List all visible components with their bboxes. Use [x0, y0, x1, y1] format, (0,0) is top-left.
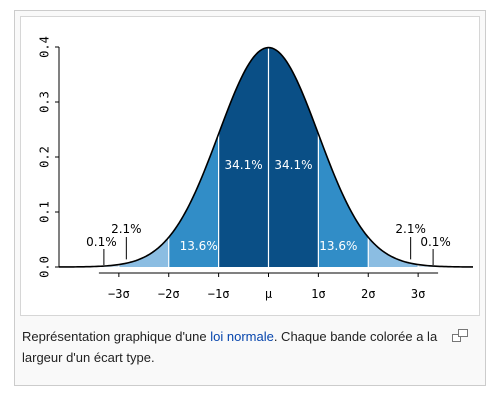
y-tick-label: 0.0 [38, 256, 52, 278]
band-area-5 [368, 237, 419, 267]
band-percent-label: 34.1% [224, 158, 262, 172]
enlarge-icon[interactable] [452, 329, 468, 343]
normal-distribution-figure[interactable]: 0.0 0.1 0.2 0.3 0.4 −3σ −2σ −1σ μ 1σ 2σ 3σ 2.1% 13.6%… [20, 16, 480, 316]
tail-percent-label: 0.1% [86, 235, 117, 249]
band-percent-label: 2.1% [111, 222, 142, 236]
band-percent-label: 34.1% [274, 158, 312, 172]
figure-caption: Représentation graphique d'une loi norma… [22, 326, 447, 368]
caption-text-start: Représentation graphique d'une [22, 329, 211, 344]
x-tick-label: −3σ [108, 287, 130, 301]
band-area-0 [118, 237, 169, 267]
normal-law-link[interactable]: loi normale [210, 329, 274, 344]
density-curve [58, 46, 474, 268]
y-tick-label: 0.4 [38, 36, 52, 58]
x-tick-label: μ [265, 287, 272, 301]
band-percent-label: 13.6% [180, 239, 218, 253]
tail-percent-label: 0.1% [420, 235, 451, 249]
y-tick-label: 0.1 [38, 201, 52, 223]
band-percent-label: 2.1% [395, 222, 426, 236]
caption-text-end: . Chaque bande colorée a la largeur d'un… [22, 329, 438, 365]
y-tick-label: 0.3 [38, 91, 52, 113]
x-tick-label: 2σ [361, 287, 375, 301]
y-tick-label: 0.2 [38, 146, 52, 168]
x-tick-label: 3σ [411, 287, 425, 301]
band-percent-label: 13.6% [319, 239, 357, 253]
x-tick-label: −2σ [158, 287, 180, 301]
normal-distribution-chart: 0.0 0.1 0.2 0.3 0.4 −3σ −2σ −1σ μ 1σ 2σ 3σ 2.1% 13.6%… [38, 36, 474, 301]
x-tick-label: 1σ [311, 287, 325, 301]
x-tick-label: −1σ [208, 287, 230, 301]
